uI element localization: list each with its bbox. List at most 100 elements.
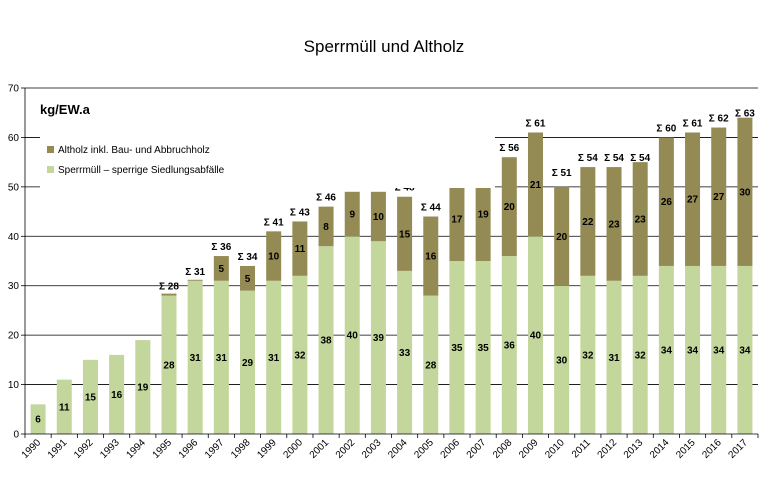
legend-label-altholz: Altholz inkl. Bau- und Abbruchholz bbox=[58, 145, 210, 156]
data-label: 27 bbox=[713, 192, 725, 203]
data-label: 17 bbox=[451, 214, 463, 225]
x-tick-label: 1993 bbox=[98, 437, 122, 461]
sum-label: Σ 54 bbox=[578, 153, 598, 164]
bar-segment-altholz bbox=[685, 132, 701, 266]
bar-segment-sperrmuell bbox=[423, 295, 439, 434]
sum-label: Σ 54 bbox=[630, 153, 650, 164]
sum-label: Σ 61 bbox=[683, 118, 703, 129]
x-tick-label: 1999 bbox=[255, 437, 279, 461]
data-label: 34 bbox=[739, 345, 751, 356]
x-tick-label: 2000 bbox=[281, 437, 305, 461]
data-label: 34 bbox=[661, 345, 673, 356]
data-label: 23 bbox=[608, 219, 620, 230]
data-label: 32 bbox=[635, 350, 647, 361]
data-label: 22 bbox=[582, 217, 594, 228]
bar-segment-altholz bbox=[632, 162, 648, 276]
x-tick-label: 2017 bbox=[727, 437, 751, 461]
bar-segment-altholz bbox=[658, 137, 674, 266]
bar-segment-altholz bbox=[344, 191, 360, 237]
sum-label: Σ 31 bbox=[185, 267, 205, 278]
sum-label: Σ 60 bbox=[656, 123, 676, 134]
data-label: 40 bbox=[530, 331, 542, 342]
bar-segment-sperrmuell bbox=[109, 354, 125, 434]
bar-segment-sperrmuell bbox=[580, 275, 596, 434]
data-label: 31 bbox=[216, 353, 228, 364]
data-label: 26 bbox=[661, 197, 673, 208]
bar-segment-sperrmuell bbox=[501, 256, 517, 434]
x-tick-label: 1997 bbox=[203, 437, 227, 461]
sum-label: Σ 51 bbox=[552, 168, 572, 179]
y-tick-label: 40 bbox=[8, 232, 20, 243]
data-label: 11 bbox=[59, 402, 70, 413]
data-label: 19 bbox=[478, 210, 490, 221]
data-label: 5 bbox=[245, 274, 251, 285]
x-tick-label: 2003 bbox=[360, 437, 384, 461]
data-label: 21 bbox=[530, 180, 542, 191]
x-tick-label: 1996 bbox=[177, 437, 201, 461]
data-label: 6 bbox=[35, 415, 41, 426]
x-tick-label: 1994 bbox=[124, 437, 148, 461]
sum-label: Σ 56 bbox=[499, 143, 519, 154]
sum-label: Σ 54 bbox=[604, 153, 624, 164]
bar-segment-sperrmuell bbox=[711, 265, 727, 434]
x-tick-label: 2002 bbox=[334, 437, 358, 461]
data-label: 16 bbox=[425, 252, 437, 263]
bar-segment-sperrmuell bbox=[658, 265, 674, 434]
data-label: 32 bbox=[582, 350, 594, 361]
data-label: 36 bbox=[504, 341, 516, 352]
bar-segment-sperrmuell bbox=[527, 236, 543, 434]
data-label: 11 bbox=[295, 244, 306, 255]
bar-segment-sperrmuell bbox=[56, 379, 72, 434]
legend-swatch-altholz bbox=[47, 146, 54, 153]
sum-label: Σ 46 bbox=[316, 193, 336, 204]
chart-title: Sperrmüll und Altholz bbox=[304, 37, 465, 56]
sum-label: Σ 63 bbox=[735, 109, 755, 120]
x-tick-label: 2011 bbox=[570, 437, 593, 460]
data-label: 10 bbox=[268, 252, 280, 263]
data-label: 28 bbox=[425, 360, 437, 371]
sum-label: Σ 43 bbox=[290, 207, 310, 218]
y-tick-label: 70 bbox=[8, 84, 20, 95]
bar-segment-sperrmuell bbox=[240, 290, 256, 434]
x-tick-label: 2013 bbox=[622, 437, 646, 461]
bar-segment-altholz bbox=[580, 167, 596, 276]
data-label: 20 bbox=[556, 232, 568, 243]
bar-segment-sperrmuell bbox=[554, 285, 570, 434]
x-tick-label: 2015 bbox=[674, 437, 698, 461]
x-tick-label: 2009 bbox=[517, 437, 541, 461]
x-tick-label: 2001 bbox=[308, 437, 332, 461]
bar-segment-sperrmuell bbox=[606, 280, 622, 434]
sum-label: Σ 34 bbox=[238, 252, 258, 263]
x-tick-label: 2016 bbox=[700, 437, 724, 461]
bar-segment-sperrmuell bbox=[370, 241, 386, 434]
bar-segment-sperrmuell bbox=[685, 265, 701, 434]
legend-background bbox=[40, 113, 495, 188]
bar-segment-altholz bbox=[711, 127, 727, 266]
y-tick-label: 50 bbox=[8, 182, 20, 193]
sum-label: Σ 61 bbox=[526, 118, 546, 129]
data-label: 30 bbox=[739, 187, 751, 198]
bar-segment-sperrmuell bbox=[187, 280, 203, 434]
bar-segment-altholz bbox=[554, 186, 570, 286]
data-label: 32 bbox=[294, 350, 306, 361]
sum-label: Σ 28 bbox=[159, 282, 179, 293]
bar-segment-altholz bbox=[397, 196, 413, 271]
bar-segment-altholz bbox=[449, 176, 465, 261]
bar-segment-sperrmuell bbox=[318, 246, 334, 434]
bar-segment-altholz bbox=[527, 132, 543, 237]
bar-segment-sperrmuell bbox=[266, 280, 282, 434]
data-label: 35 bbox=[478, 343, 490, 354]
data-label: 30 bbox=[556, 355, 568, 366]
data-label: 34 bbox=[713, 345, 725, 356]
bar-segment-altholz bbox=[266, 231, 282, 281]
data-label: 10 bbox=[373, 212, 385, 223]
legend: Altholz inkl. Bau- und Abbruchholz Sperrm… bbox=[47, 145, 225, 176]
x-tick-label: 2007 bbox=[465, 437, 489, 461]
bar-segment-sperrmuell bbox=[292, 275, 308, 434]
data-label: 27 bbox=[687, 195, 699, 206]
bar-segment-altholz bbox=[501, 157, 517, 257]
bar-segment-altholz bbox=[423, 216, 439, 296]
bar-segment-altholz bbox=[292, 221, 308, 276]
data-label: 40 bbox=[347, 331, 359, 342]
